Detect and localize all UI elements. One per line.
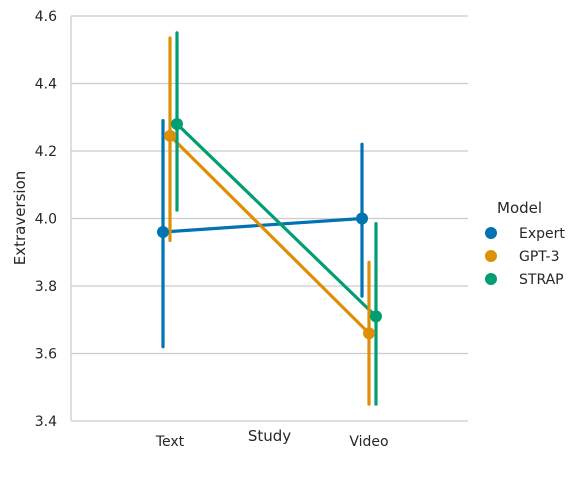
series-line — [175, 122, 378, 318]
y-tick-label: 4.4 — [35, 77, 57, 93]
y-axis-label: Extraversion — [11, 171, 29, 266]
y-tick-label: 4.0 — [35, 212, 57, 228]
data-point — [157, 226, 169, 238]
legend-title: Model — [497, 199, 542, 217]
data-point — [164, 129, 176, 142]
data-point — [356, 212, 368, 225]
y-tick-label: 4.2 — [35, 144, 57, 160]
y-tick-label: 3.6 — [35, 347, 57, 363]
series-line — [162, 216, 363, 234]
x-tick-label: Video — [349, 434, 388, 450]
y-tick-label: 3.4 — [35, 414, 57, 430]
legend-label: GPT-3 — [519, 249, 560, 265]
data-point — [370, 310, 382, 323]
y-tick-label: 3.8 — [35, 279, 57, 295]
data-points — [157, 118, 382, 340]
legend-label: STRAP — [519, 272, 564, 288]
legend-label: Expert — [519, 226, 565, 242]
x-axis-label: Study — [248, 427, 291, 445]
data-point — [363, 327, 375, 340]
y-tick-labels: 3.4 3.6 3.8 4.0 4.2 4.4 4.6 — [35, 9, 57, 430]
legend-marker — [485, 227, 497, 239]
legend-marker — [485, 273, 497, 285]
x-tick-labels: Text Video — [155, 434, 389, 450]
legend: Model Expert GPT-3 STRAP — [485, 199, 565, 288]
y-tick-label: 4.6 — [35, 9, 57, 25]
legend-marker — [485, 250, 497, 262]
data-point — [171, 118, 183, 130]
series-line — [168, 134, 371, 335]
axes — [70, 16, 468, 422]
gridlines — [71, 15, 468, 355]
series-lines — [162, 122, 378, 335]
x-tick-label: Text — [155, 434, 185, 450]
